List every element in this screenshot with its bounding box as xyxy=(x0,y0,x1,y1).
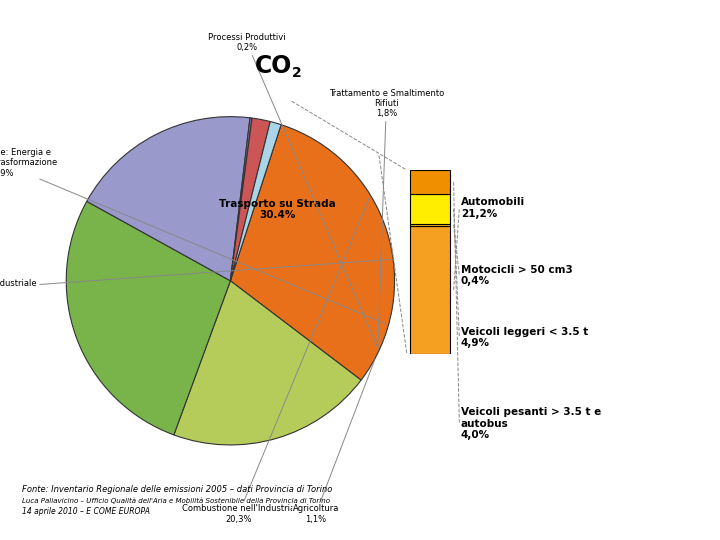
Text: Processi Produttivi
0,2%: Processi Produttivi 0,2% xyxy=(208,33,378,348)
Text: Automobili
21,2%: Automobili 21,2% xyxy=(461,197,525,219)
Bar xyxy=(410,224,450,226)
Wedge shape xyxy=(230,125,395,380)
Text: Combustione: Energia e
Industria di Trasformazione
18,9%: Combustione: Energia e Industria di Tras… xyxy=(0,148,386,324)
Text: Luca Pallavicino – Ufficio Qualità dell'Aria e Mobilità Sostenibile della Provin: Luca Pallavicino – Ufficio Qualità dell'… xyxy=(22,498,330,504)
Bar xyxy=(410,170,450,194)
Text: 14 aprile 2010 – E COME EUROPA: 14 aprile 2010 – E COME EUROPA xyxy=(22,507,150,516)
Text: Trattamento e Smaltimento
Rifiuti
1,8%: Trattamento e Smaltimento Rifiuti 1,8% xyxy=(329,89,444,350)
Wedge shape xyxy=(230,122,281,281)
Text: 2: 2 xyxy=(292,66,302,80)
Text: Veicoli leggeri < 3.5 t
4,9%: Veicoli leggeri < 3.5 t 4,9% xyxy=(461,327,588,348)
Text: Veicoli pesanti > 3.5 t e
autobus
4,0%: Veicoli pesanti > 3.5 t e autobus 4,0% xyxy=(461,407,601,441)
Bar xyxy=(410,194,450,224)
Wedge shape xyxy=(230,118,270,281)
Bar xyxy=(410,226,450,354)
Wedge shape xyxy=(87,117,250,281)
Text: NORMATIVA EUROPEA – MOBILITÀ: NORMATIVA EUROPEA – MOBILITÀ xyxy=(13,21,327,39)
Wedge shape xyxy=(66,201,230,435)
Wedge shape xyxy=(230,118,252,281)
Text: Combustione nell'Industria
20,3%: Combustione nell'Industria 20,3% xyxy=(182,198,369,524)
Text: Combustione non Industriale
27,5%: Combustione non Industriale 27,5% xyxy=(0,259,390,299)
Text: Motocicli > 50 cm3
0,4%: Motocicli > 50 cm3 0,4% xyxy=(461,265,572,286)
Text: Trasporto su Strada
30.4%: Trasporto su Strada 30.4% xyxy=(219,199,336,220)
Wedge shape xyxy=(174,281,361,445)
Text: Fonte: Inventario Regionale delle emissioni 2005 – dati Provincia di Torino: Fonte: Inventario Regionale delle emissi… xyxy=(22,485,332,495)
Text: Agricoltura
1,1%: Agricoltura 1,1% xyxy=(292,360,375,524)
Text: CO: CO xyxy=(255,55,292,78)
